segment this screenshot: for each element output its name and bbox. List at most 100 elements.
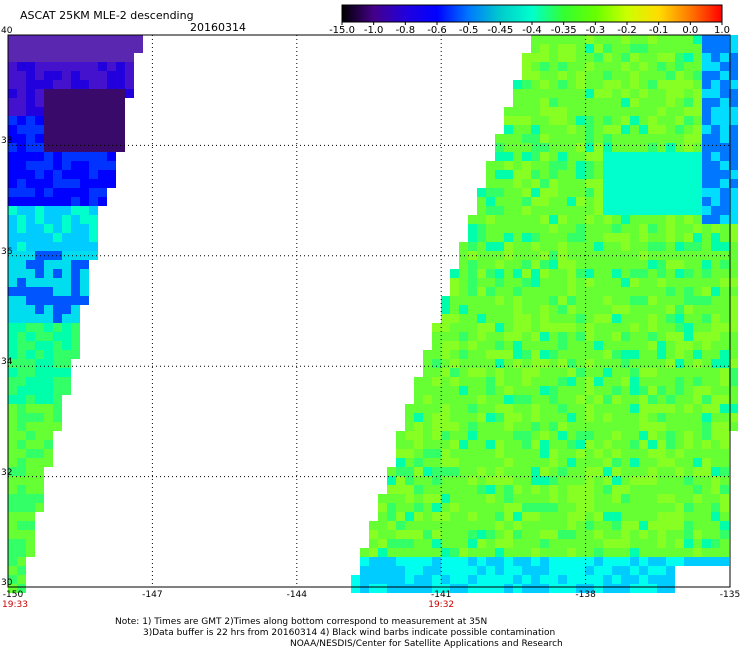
data-cell [666, 143, 675, 152]
data-cell [8, 35, 17, 44]
data-cell [585, 161, 594, 170]
data-cell [468, 386, 477, 395]
data-cell [684, 530, 693, 539]
data-cell [486, 251, 495, 260]
data-cell [477, 548, 486, 557]
data-cell [567, 53, 576, 62]
data-cell [486, 584, 495, 593]
data-cell [567, 530, 576, 539]
data-cell [549, 116, 558, 125]
data-cell [693, 431, 702, 440]
data-cell [513, 314, 522, 323]
data-cell [89, 125, 98, 134]
data-cell [53, 224, 62, 233]
data-cell [522, 521, 531, 530]
data-cell [44, 143, 53, 152]
data-cell [468, 530, 477, 539]
data-cell [603, 413, 612, 422]
data-cell [89, 134, 98, 143]
data-cell [594, 521, 603, 530]
data-cell [585, 98, 594, 107]
data-cell [675, 53, 684, 62]
data-cell [630, 314, 639, 323]
data-cell [441, 575, 450, 584]
data-cell [612, 161, 621, 170]
data-cell [684, 557, 693, 566]
data-cell [576, 386, 585, 395]
data-cell [378, 566, 387, 575]
data-cell [720, 242, 729, 251]
data-cell [522, 413, 531, 422]
data-cell [684, 323, 693, 332]
data-cell [603, 440, 612, 449]
data-cell [549, 476, 558, 485]
data-cell [558, 386, 567, 395]
data-cell [630, 332, 639, 341]
data-cell [80, 215, 89, 224]
data-cell [504, 368, 513, 377]
data-cell [459, 530, 468, 539]
data-cell [594, 368, 603, 377]
data-cell [44, 404, 53, 413]
data-cell [405, 404, 414, 413]
data-cell [62, 62, 71, 71]
data-cell [441, 530, 450, 539]
data-cell [80, 260, 89, 269]
data-cell [702, 71, 711, 80]
data-cell [567, 413, 576, 422]
data-cell [630, 44, 639, 53]
data-cell [477, 440, 486, 449]
data-cell [648, 89, 657, 98]
data-cell [675, 377, 684, 386]
data-cell [450, 278, 459, 287]
data-cell [540, 314, 549, 323]
data-cell [639, 188, 648, 197]
data-cell [648, 98, 657, 107]
data-cell [17, 44, 26, 53]
data-cell [567, 494, 576, 503]
data-cell [648, 377, 657, 386]
data-cell [594, 143, 603, 152]
data-cell [522, 260, 531, 269]
data-cell [603, 251, 612, 260]
data-cell [441, 332, 450, 341]
data-cell [639, 206, 648, 215]
data-cell [450, 314, 459, 323]
data-cell [504, 143, 513, 152]
data-cell [17, 197, 26, 206]
data-cell [17, 368, 26, 377]
data-cell [125, 71, 134, 80]
longitude-tick-label: -150 [2, 590, 24, 600]
data-cell [666, 539, 675, 548]
data-cell [585, 44, 594, 53]
data-cell [585, 269, 594, 278]
data-cell [522, 422, 531, 431]
data-cell [639, 80, 648, 89]
data-cell [522, 242, 531, 251]
data-cell [576, 242, 585, 251]
data-cell [702, 548, 711, 557]
data-cell [576, 368, 585, 377]
data-cell [369, 548, 378, 557]
data-cell [53, 53, 62, 62]
data-cell [630, 170, 639, 179]
data-cell [594, 395, 603, 404]
data-cell [621, 98, 630, 107]
data-cell [44, 134, 53, 143]
data-cell [729, 404, 738, 413]
data-cell [702, 107, 711, 116]
data-cell [468, 494, 477, 503]
data-cell [531, 269, 540, 278]
data-cell [522, 557, 531, 566]
data-cell [44, 422, 53, 431]
data-cell [639, 341, 648, 350]
data-cell [17, 440, 26, 449]
data-cell [576, 404, 585, 413]
data-cell [567, 539, 576, 548]
data-cell [495, 377, 504, 386]
data-cell [702, 260, 711, 269]
data-cell [702, 440, 711, 449]
data-cell [621, 53, 630, 62]
data-cell [44, 170, 53, 179]
data-cell [26, 485, 35, 494]
